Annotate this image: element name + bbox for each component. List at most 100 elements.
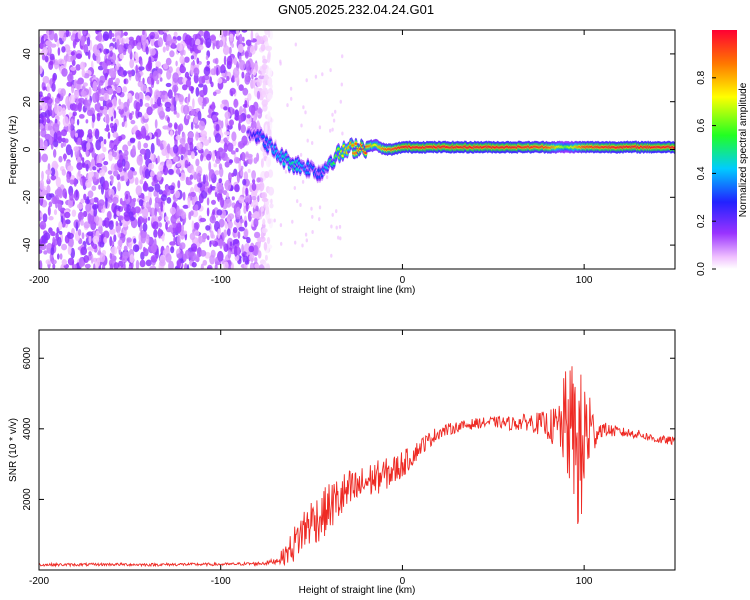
heatmap-noise-cell <box>217 77 223 84</box>
heatmap-noise-cell <box>300 123 303 128</box>
heatmap-noise-cell <box>100 87 105 96</box>
heatmap-noise-cell <box>173 86 177 97</box>
heatmap-noise-cell <box>134 206 141 214</box>
heatmap-noise-cell <box>94 128 100 140</box>
heatmap-noise-cell <box>305 238 308 243</box>
heatmap-noise-cell <box>194 230 200 237</box>
heatmap-noise-cell <box>73 177 78 187</box>
heatmap-noise-cell <box>61 259 67 266</box>
heatmap-noise-cell <box>83 221 91 229</box>
heatmap-noise-cell <box>109 263 113 269</box>
heatmap-noise-cell <box>47 205 51 216</box>
heatmap-noise-cell <box>206 197 210 206</box>
heatmap-noise-cell <box>191 169 195 175</box>
heatmap-noise-cell <box>267 78 272 86</box>
heatmap-noise-cell <box>250 120 257 130</box>
heatmap-noise-cell <box>263 75 267 83</box>
heatmap-noise-cell <box>77 203 84 210</box>
heatmap-noise-cell <box>195 131 199 141</box>
heatmap-noise-cell <box>142 208 149 219</box>
heatmap-noise-cell <box>102 230 110 239</box>
heatmap-noise-cell <box>246 114 251 119</box>
heatmap-noise-cell <box>156 171 162 181</box>
heatmap-noise-cell <box>237 231 241 239</box>
heatmap-noise-cell <box>227 221 233 229</box>
heatmap-noise-cell <box>330 224 333 229</box>
heatmap-noise-cell <box>50 247 55 256</box>
heatmap-noise-cell <box>64 138 69 144</box>
heatmap-noise-cell <box>57 47 61 56</box>
heatmap-noise-cell <box>172 231 176 238</box>
heatmap-noise-cell <box>135 259 140 269</box>
heatmap-noise-cell <box>49 53 55 61</box>
heatmap-noise-cell <box>178 94 184 103</box>
heatmap-noise-cell <box>265 45 273 51</box>
heatmap-noise-cell <box>118 98 122 106</box>
heatmap-noise-cell <box>107 131 111 139</box>
heatmap-noise-cell <box>241 71 245 79</box>
heatmap-noise-cell <box>133 238 137 244</box>
heatmap-noise-cell <box>92 243 98 250</box>
heatmap-noise-cell <box>121 121 125 128</box>
heatmap-noise-cell <box>234 184 240 193</box>
heatmap-noise-cell <box>46 83 51 93</box>
heatmap-noise-cell <box>109 252 113 260</box>
heatmap-noise-cell <box>302 105 305 110</box>
heatmap-noise-cell <box>228 172 232 182</box>
heatmap-noise-cell <box>227 213 235 220</box>
heatmap-noise-cell <box>76 162 83 171</box>
heatmap-noise-cell <box>79 129 84 139</box>
heatmap-noise-cell <box>82 175 85 187</box>
heatmap-noise-cell <box>71 209 77 217</box>
heatmap-noise-cell <box>202 174 206 185</box>
heatmap-noise-cell <box>103 180 109 191</box>
heatmap-noise-cell <box>165 221 168 230</box>
heatmap-noise-cell <box>231 131 237 142</box>
heatmap-noise-cell <box>144 168 151 179</box>
heatmap-noise-cell <box>181 224 185 233</box>
heatmap-noise-cell <box>196 142 203 151</box>
heatmap-noise-cell <box>289 86 293 91</box>
heatmap-noise-cell <box>179 242 186 250</box>
heatmap-noise-cell <box>83 193 87 201</box>
heatmap-noise-cell <box>335 225 338 230</box>
heatmap-noise-cell <box>52 236 56 246</box>
heatmap-noise-cell <box>113 234 117 242</box>
heatmap-noise-cell <box>137 216 144 225</box>
heatmap-noise-cell <box>229 33 234 39</box>
heatmap-noise-cell <box>110 177 114 185</box>
x-tick-label: -200 <box>29 275 49 286</box>
heatmap-noise-cell <box>95 171 99 180</box>
heatmap-noise-cell <box>102 263 106 269</box>
heatmap-noise-cell <box>184 263 188 269</box>
heatmap-noise-cell <box>216 67 219 76</box>
heatmap-noise-cell <box>180 50 184 56</box>
heatmap-noise-cell <box>190 64 194 76</box>
heatmap-noise-cell <box>218 163 223 170</box>
heatmap-noise-cell <box>240 124 246 134</box>
heatmap-noise-cell <box>137 140 142 151</box>
heatmap-noise-cell <box>213 65 216 76</box>
heatmap-noise-cell <box>206 207 210 217</box>
heatmap-noise-cell <box>117 231 121 238</box>
heatmap-noise-cell <box>124 214 131 222</box>
heatmap-noise-cell <box>269 121 273 130</box>
heatmap-noise-cell <box>43 140 48 150</box>
heatmap-noise-cell <box>88 251 92 256</box>
heatmap-noise-cell <box>96 163 103 168</box>
heatmap-noise-cell <box>330 253 333 258</box>
heatmap-noise-cell <box>112 196 119 205</box>
heatmap-noise-cell <box>245 60 251 71</box>
heatmap-noise-cell <box>70 118 74 125</box>
heatmap-noise-cell <box>165 57 172 66</box>
heatmap-noise-cell <box>118 108 125 115</box>
heatmap-noise-cell <box>63 153 67 162</box>
heatmap-noise-cell <box>96 54 101 64</box>
heatmap-noise-cell <box>39 239 42 245</box>
heatmap-signal-cell <box>282 162 286 166</box>
heatmap-noise-cell <box>46 117 51 124</box>
heatmap-noise-cell <box>244 228 248 238</box>
heatmap-noise-cell <box>62 116 69 127</box>
heatmap-noise-cell <box>266 53 271 63</box>
